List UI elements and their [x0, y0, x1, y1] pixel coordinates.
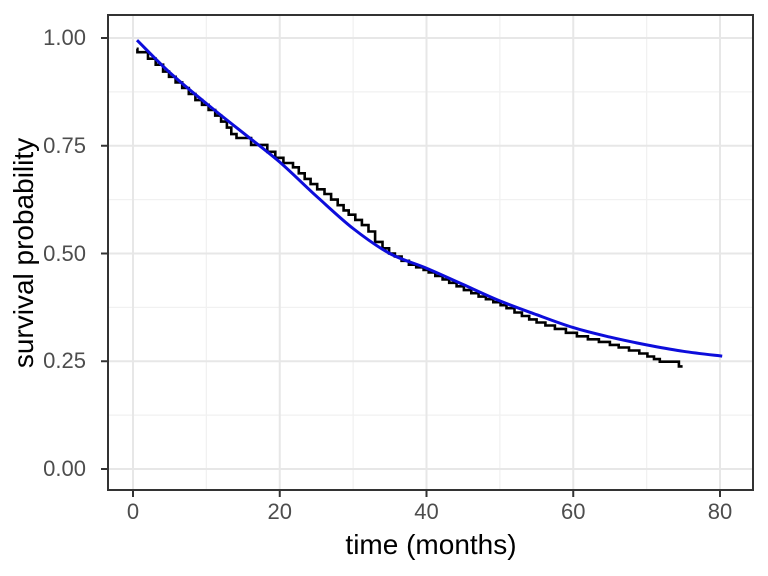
x-tick-label: 60 — [561, 499, 586, 524]
x-tick-label: 20 — [267, 499, 292, 524]
x-axis-title: time (months) — [345, 529, 517, 560]
x-tick-label: 0 — [126, 499, 140, 524]
y-tick-label: 0.25 — [43, 348, 86, 374]
y-tick-label: 1.00 — [43, 25, 86, 50]
y-tick-label: 0.75 — [43, 132, 86, 158]
x-tick-label: 80 — [707, 499, 733, 524]
black-step-survival-curve — [136, 47, 683, 368]
blue-smooth-fit-curve — [135, 39, 723, 358]
y-tick-label: 0.00 — [43, 456, 86, 481]
y-tick-label: 0.50 — [43, 240, 86, 266]
panel-border — [107, 14, 754, 491]
x-tick-label: 40 — [414, 499, 439, 524]
